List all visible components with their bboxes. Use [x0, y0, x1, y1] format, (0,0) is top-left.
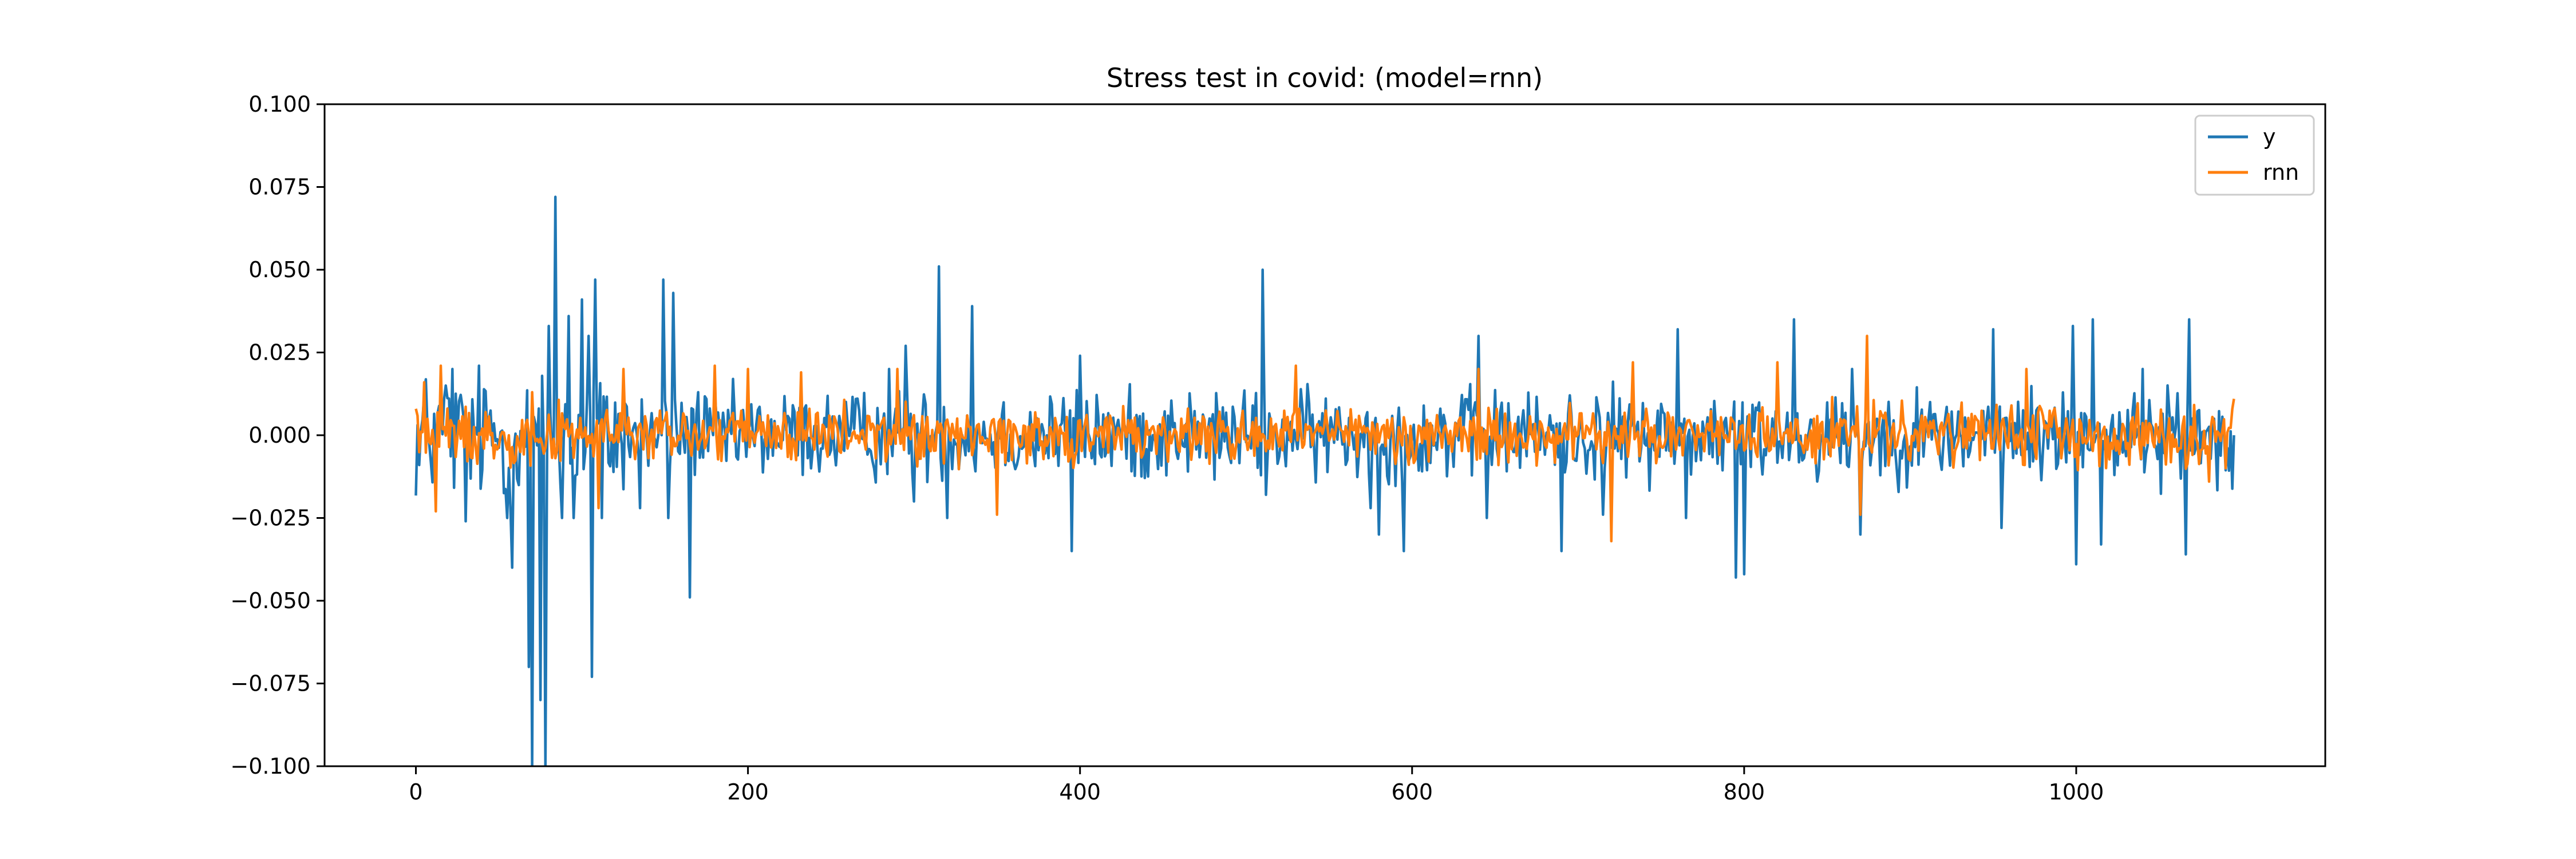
- x-tick-label: 600: [1392, 779, 1433, 805]
- series-group: [414, 195, 2235, 766]
- axes: 0 200 400 600 800 1000 −0.100 −0.075 −0.050 −0.02…: [230, 92, 2104, 805]
- x-tick-label: 800: [1724, 779, 1765, 805]
- y-tick-label: 0.025: [248, 340, 311, 365]
- x-tick-label: 200: [727, 779, 769, 805]
- y-tick-label: 0.050: [248, 257, 311, 282]
- x-tick-label: 0: [409, 779, 422, 805]
- plot-frame: [323, 103, 2326, 767]
- legend-label-rnn: rnn: [2263, 160, 2299, 185]
- x-tick-label: 400: [1059, 779, 1101, 805]
- legend: y rnn: [2194, 115, 2315, 196]
- y-tick-label: −0.075: [230, 671, 311, 696]
- legend-label-y: y: [2263, 124, 2276, 149]
- chart-title: Stress test in covid: (model=rnn): [1107, 62, 1543, 93]
- series-line-rnn: [414, 334, 2235, 543]
- y-tick-label: −0.025: [230, 506, 311, 531]
- y-tick-label: −0.050: [230, 588, 311, 613]
- y-tick-label: 0.075: [248, 175, 311, 200]
- y-tick-label: 0.100: [248, 92, 311, 117]
- y-tick-label: −0.100: [230, 754, 311, 779]
- y-tick-label: 0.000: [248, 423, 311, 448]
- x-tick-label: 1000: [2049, 779, 2104, 805]
